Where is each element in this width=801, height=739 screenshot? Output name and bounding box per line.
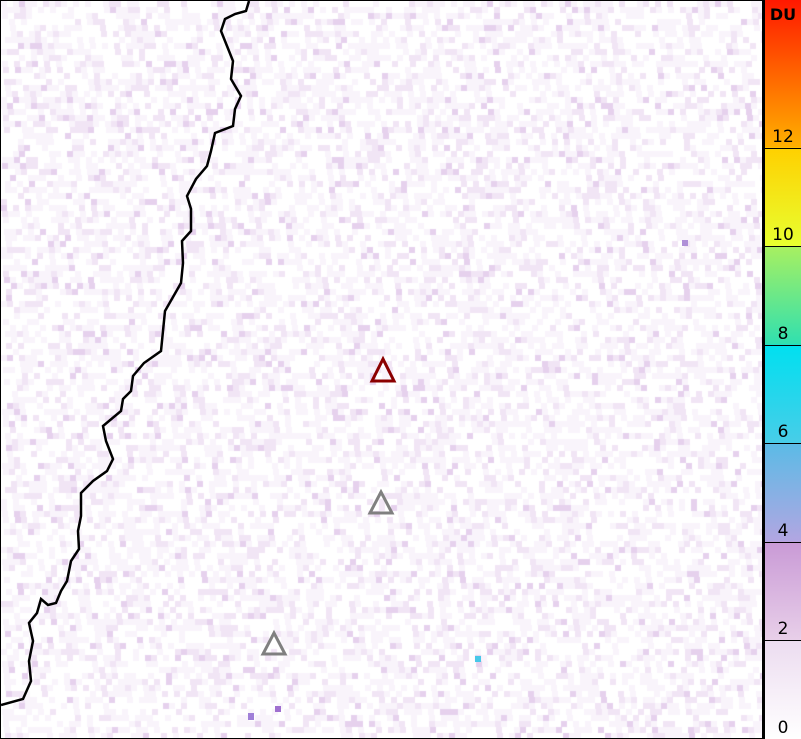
colorbar-unit-label: DU: [769, 5, 797, 24]
colorbar: DU 0 2 4 6 8 10 12: [763, 0, 801, 739]
map-panel[interactable]: [0, 0, 763, 739]
colorbar-tick-label: 6: [777, 422, 789, 443]
colorbar-tick-label: 4: [777, 520, 789, 541]
map-overlay: [1, 1, 688, 720]
colorbar-tick-label: 2: [777, 619, 789, 640]
volcano-icon[interactable]: [367, 488, 395, 515]
colorbar-tick-label: 0: [777, 718, 789, 738]
colorbar-tick: [765, 443, 801, 445]
colorbar-tick-label: 10: [772, 225, 794, 246]
colorbar-tick: [765, 246, 801, 248]
primary-volcano-icon[interactable]: [369, 355, 397, 383]
colorbar-tick: [765, 344, 801, 346]
so2-data-layer: [1, 1, 762, 738]
so2-pixel: [682, 240, 688, 246]
colorbar-tick: [765, 541, 801, 543]
so2-hotspot: [475, 656, 481, 662]
so2-pixel: [248, 713, 254, 720]
volcano-icon[interactable]: [260, 629, 288, 656]
so2-pixel: [275, 706, 281, 712]
colorbar-tick-label: 12: [772, 126, 794, 147]
coastline: [1, 1, 251, 707]
colorbar-tick: [765, 640, 801, 642]
colorbar-tick: [765, 147, 801, 149]
colorbar-tick-label: 8: [777, 323, 789, 344]
